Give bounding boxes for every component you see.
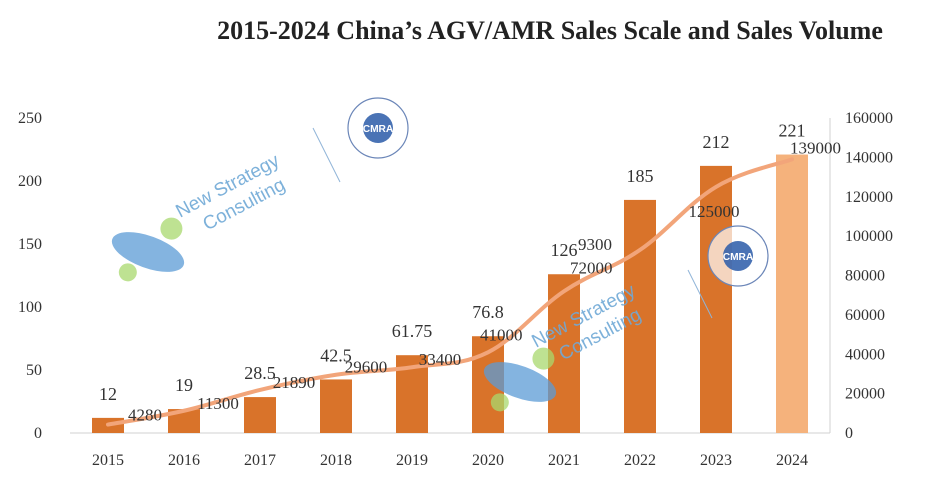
bar-value-label: 19: [175, 375, 193, 395]
x-axis-tick-label: 2024: [776, 452, 808, 469]
logo-text: CMRA: [363, 124, 394, 135]
right-axis-tick-label: 120000: [845, 189, 893, 206]
bar: [244, 397, 276, 433]
watermark-blob-body: [111, 232, 185, 272]
line-value-label: 139000: [790, 138, 841, 157]
bar-value-label: 185: [627, 166, 654, 186]
left-axis-tick-label: 100: [18, 299, 42, 316]
watermark-blob: [111, 217, 185, 282]
watermark-blob: [483, 347, 557, 412]
right-axis-tick-label: 40000: [845, 346, 885, 363]
x-axis-tick-label: 2016: [168, 452, 200, 469]
line-value-label: 29600: [345, 358, 388, 377]
left-axis-tick-label: 250: [18, 110, 42, 127]
watermark-dot-bottom: [490, 393, 509, 412]
line-value-label: 9300: [578, 235, 612, 254]
bar-value-label: 212: [703, 132, 730, 152]
watermark-logo: CMRA: [347, 97, 409, 159]
line-value-label: 4280: [128, 406, 162, 425]
bar: [624, 199, 656, 433]
line-value-label: 72000: [570, 258, 613, 277]
left-axis-tick-label: 50: [26, 362, 42, 379]
line-value-label: 33400: [419, 350, 462, 369]
line-value-label: 21890: [273, 373, 316, 392]
bar-value-label: 76.8: [472, 302, 504, 322]
logo-core: [723, 241, 753, 271]
x-axis-tick-label: 2019: [396, 452, 428, 469]
x-axis-tick-label: 2015: [92, 452, 124, 469]
right-axis-tick-label: 160000: [845, 110, 893, 127]
x-axis-tick-label: 2020: [472, 452, 504, 469]
bar: [320, 379, 352, 433]
bar: [700, 165, 732, 433]
x-axis-tick-label: 2018: [320, 452, 352, 469]
watermark-blob-body: [483, 362, 557, 402]
x-axis-tick-label: 2021: [548, 452, 580, 469]
logo-core: [363, 113, 393, 143]
watermark-dot-top: [160, 217, 183, 240]
watermark-line: [687, 269, 713, 319]
line-value-label: 11300: [197, 394, 239, 413]
right-axis-tick-label: 80000: [845, 268, 885, 285]
bar-value-label: 28.5: [244, 363, 276, 383]
watermark-dot-top: [532, 347, 555, 370]
right-axis-tick-label: 140000: [845, 149, 893, 166]
bar-value-label: 221: [779, 121, 806, 141]
bar: [776, 154, 808, 434]
left-axis-tick-label: 0: [34, 425, 42, 442]
x-axis-tick-label: 2022: [624, 452, 656, 469]
line-value-label: 125000: [689, 202, 740, 221]
x-axis-tick-label: 2023: [700, 452, 732, 469]
watermark-logo: CMRA: [707, 225, 769, 287]
line-value-label: 41000: [480, 325, 523, 344]
right-axis: 0 20000 40000 60000 80000 100000 120000 140000 1…: [845, 110, 893, 442]
bar-value-label: 42.5: [320, 345, 352, 365]
bar: [168, 409, 200, 433]
bar-value-label: 126: [551, 240, 578, 260]
watermark-line: [312, 127, 341, 183]
right-axis-tick-label: 60000: [845, 307, 885, 324]
bar-value-label: 61.75: [392, 321, 433, 341]
watermark-dot-bottom: [118, 263, 137, 282]
right-axis-tick-label: 0: [845, 425, 853, 442]
x-axis-tick-label: 2017: [244, 452, 276, 469]
right-axis-tick-label: 20000: [845, 386, 885, 403]
chart-title: 2015-2024 China’s AGV/AMR Sales Scale an…: [217, 16, 883, 45]
sales-volume-line: [106, 157, 794, 427]
left-axis-tick-label: 150: [18, 236, 42, 253]
left-axis: 0 50 100 150 200 250: [18, 110, 42, 442]
left-axis-tick-label: 200: [18, 173, 42, 190]
bar-value-label: 12: [99, 384, 117, 404]
logo-text: CMRA: [723, 252, 754, 263]
right-axis-tick-label: 100000: [845, 228, 893, 245]
